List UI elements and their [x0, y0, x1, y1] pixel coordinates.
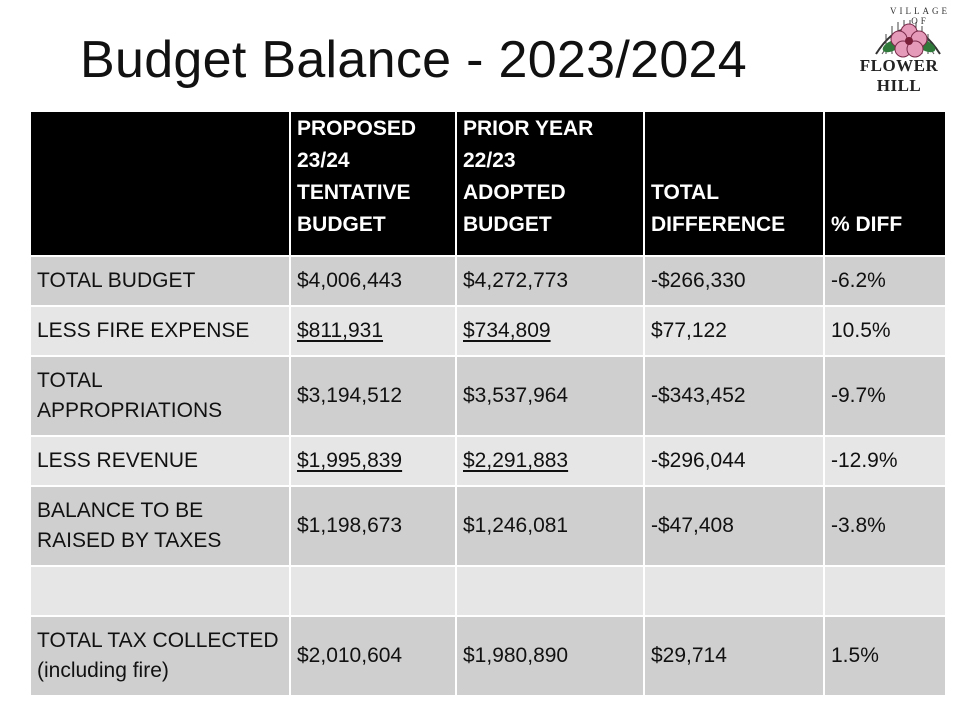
- header-line: PRIOR YEAR: [463, 117, 594, 140]
- cell-proposed: [289, 565, 457, 617]
- cell-pct: 1.5%: [823, 615, 947, 697]
- label-line: TOTAL: [37, 369, 103, 392]
- cell-prior: $3,537,964: [455, 355, 645, 437]
- cell-proposed: $1,198,673: [289, 485, 457, 567]
- row-label: LESS REVENUE: [29, 435, 291, 487]
- table-row: TOTAL APPROPRIATIONS $3,194,512 $3,537,9…: [29, 355, 947, 437]
- row-label: LESS FIRE EXPENSE: [29, 305, 291, 357]
- cell-difference: [643, 565, 825, 617]
- row-label: TOTAL APPROPRIATIONS: [29, 355, 291, 437]
- table-row: LESS REVENUE $1,995,839 $2,291,883 -$296…: [29, 435, 947, 487]
- page-title: Budget Balance - 2023/2024: [80, 31, 747, 89]
- budget-table: PROPOSED 23/24 TENTATIVE BUDGET PRIOR YE…: [29, 110, 947, 697]
- row-label: TOTAL BUDGET: [29, 255, 291, 307]
- label-line: TOTAL TAX COLLECTED: [37, 629, 279, 652]
- label-line: APPROPRIATIONS: [37, 399, 223, 422]
- underlined-value: $1,995,839: [297, 449, 403, 472]
- label-line: BALANCE TO BE: [37, 499, 204, 522]
- header-line: 23/24: [297, 149, 350, 172]
- cell-prior: $1,246,081: [455, 485, 645, 567]
- table-row: LESS FIRE EXPENSE $811,931 $734,809 $77,…: [29, 305, 947, 357]
- header-difference: TOTAL DIFFERENCE: [643, 110, 825, 257]
- cell-proposed: $1,995,839: [289, 435, 457, 487]
- cell-pct: 10.5%: [823, 305, 947, 357]
- cell-prior: $734,809: [455, 305, 645, 357]
- header-line: TENTATIVE: [297, 181, 411, 204]
- cell-difference: $77,122: [643, 305, 825, 357]
- cell-pct: -12.9%: [823, 435, 947, 487]
- cell-proposed: $2,010,604: [289, 615, 457, 697]
- row-label: BALANCE TO BE RAISED BY TAXES: [29, 485, 291, 567]
- table-row: TOTAL TAX COLLECTED (including fire) $2,…: [29, 615, 947, 697]
- cell-prior: $2,291,883: [455, 435, 645, 487]
- header-line: ADOPTED: [463, 181, 566, 204]
- table-row: BALANCE TO BE RAISED BY TAXES $1,198,673…: [29, 485, 947, 567]
- header-blank: [29, 110, 291, 257]
- cell-prior: $4,272,773: [455, 255, 645, 307]
- cell-pct: -9.7%: [823, 355, 947, 437]
- table-row: TOTAL BUDGET $4,006,443 $4,272,773 -$266…: [29, 255, 947, 307]
- logo-name-text: FLOWER HILL: [859, 56, 939, 95]
- table-row-empty: [29, 565, 947, 617]
- village-logo: VILLAGE OF FLOWER HILL: [836, 6, 962, 104]
- header-line: BUDGET: [463, 213, 552, 236]
- underlined-value: $2,291,883: [463, 449, 569, 472]
- header-line: 22/23: [463, 149, 516, 172]
- flower-logo-icon: [875, 20, 941, 58]
- cell-pct: -6.2%: [823, 255, 947, 307]
- header-pct-diff: % DIFF: [823, 110, 947, 257]
- cell-pct: [823, 565, 947, 617]
- table-header-row: PROPOSED 23/24 TENTATIVE BUDGET PRIOR YE…: [29, 110, 947, 257]
- header-line: PROPOSED: [297, 117, 417, 140]
- underlined-value: $811,931: [297, 319, 384, 342]
- header-line: % DIFF: [831, 213, 903, 236]
- header-line: DIFFERENCE: [651, 213, 786, 236]
- cell-difference: -$47,408: [643, 485, 825, 567]
- header-prior: PRIOR YEAR 22/23 ADOPTED BUDGET: [455, 110, 645, 257]
- cell-prior: $1,980,890: [455, 615, 645, 697]
- cell-difference: -$343,452: [643, 355, 825, 437]
- row-label: [29, 565, 291, 617]
- header-line: TOTAL: [651, 181, 720, 204]
- cell-difference: -$296,044: [643, 435, 825, 487]
- row-label: TOTAL TAX COLLECTED (including fire): [29, 615, 291, 697]
- label-line: RAISED BY TAXES: [37, 529, 222, 552]
- logo-arc-text: VILLAGE OF: [890, 6, 950, 26]
- cell-pct: -3.8%: [823, 485, 947, 567]
- cell-prior: [455, 565, 645, 617]
- underlined-value: $734,809: [463, 319, 551, 342]
- header-proposed: PROPOSED 23/24 TENTATIVE BUDGET: [289, 110, 457, 257]
- cell-difference: -$266,330: [643, 255, 825, 307]
- cell-proposed: $3,194,512: [289, 355, 457, 437]
- cell-difference: $29,714: [643, 615, 825, 697]
- label-line: (including fire): [37, 659, 169, 682]
- header-line: BUDGET: [297, 213, 386, 236]
- cell-proposed: $4,006,443: [289, 255, 457, 307]
- cell-proposed: $811,931: [289, 305, 457, 357]
